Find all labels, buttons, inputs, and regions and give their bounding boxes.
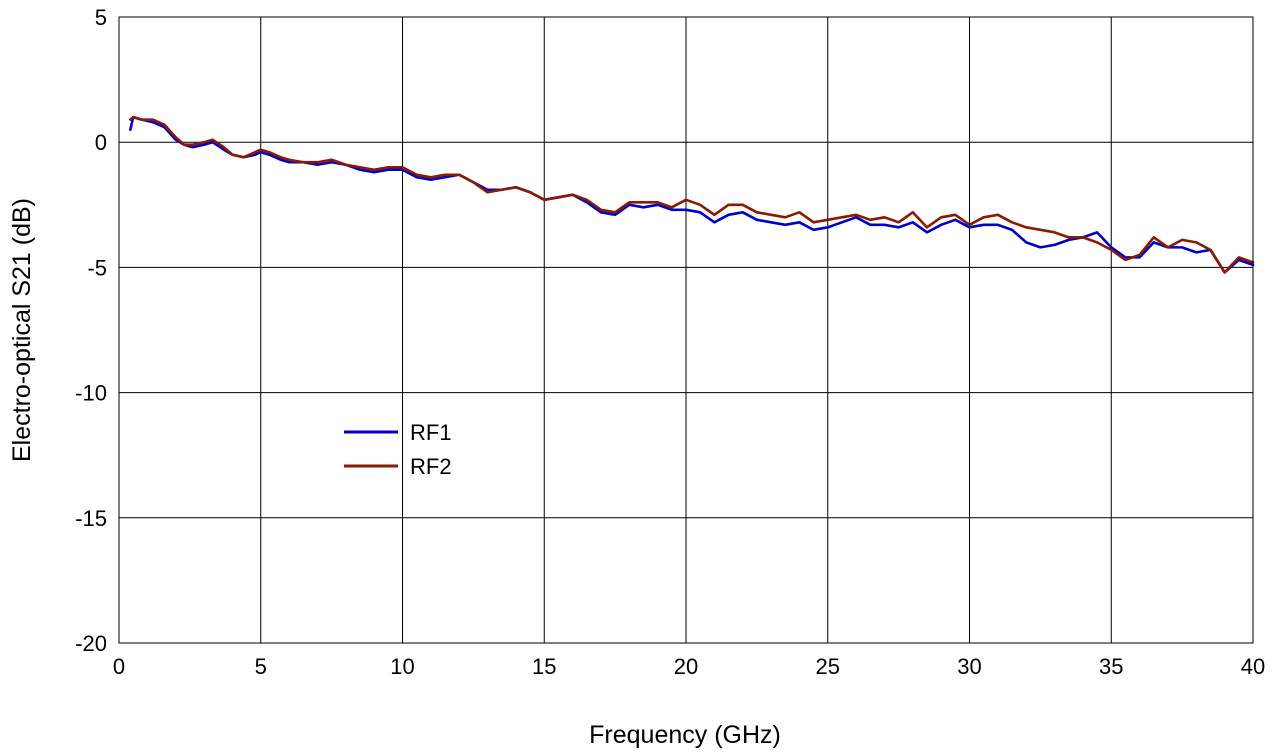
y-tick-label: -10 bbox=[75, 381, 107, 406]
series-layer bbox=[129, 115, 1255, 274]
y-tick-label: 0 bbox=[95, 130, 107, 155]
x-tick-label: 25 bbox=[816, 654, 840, 679]
x-tick-label: 20 bbox=[674, 654, 698, 679]
x-axis-title: Frequency (GHz) bbox=[589, 721, 781, 749]
y-tick-labels: 5 0 -5 -10 -15 -20 bbox=[75, 5, 107, 656]
legend: RF1 RF2 bbox=[344, 420, 452, 479]
x-tick-label: 5 bbox=[255, 654, 267, 679]
legend-label-rf2: RF2 bbox=[410, 454, 452, 479]
x-tick-label: 15 bbox=[532, 654, 556, 679]
legend-label-rf1: RF1 bbox=[410, 420, 452, 445]
x-tick-label: 10 bbox=[390, 654, 414, 679]
y-tick-label: -20 bbox=[75, 631, 107, 656]
y-tick-label: -5 bbox=[87, 255, 107, 280]
plot-frame bbox=[118, 16, 1254, 644]
y-tick-label: 5 bbox=[95, 5, 107, 30]
y-tick-label: -15 bbox=[75, 506, 107, 531]
x-tick-label: 40 bbox=[1241, 654, 1265, 679]
series-line-rf2 bbox=[129, 115, 1255, 274]
series-line-rf1 bbox=[129, 115, 1255, 274]
x-tick-label: 30 bbox=[957, 654, 981, 679]
x-tick-label: 35 bbox=[1099, 654, 1123, 679]
y-axis-title: Electro-optical S21 (dB) bbox=[8, 198, 36, 462]
x-tick-labels: 0 5 10 15 20 25 30 35 40 bbox=[113, 654, 1265, 679]
x-tick-label: 0 bbox=[113, 654, 125, 679]
